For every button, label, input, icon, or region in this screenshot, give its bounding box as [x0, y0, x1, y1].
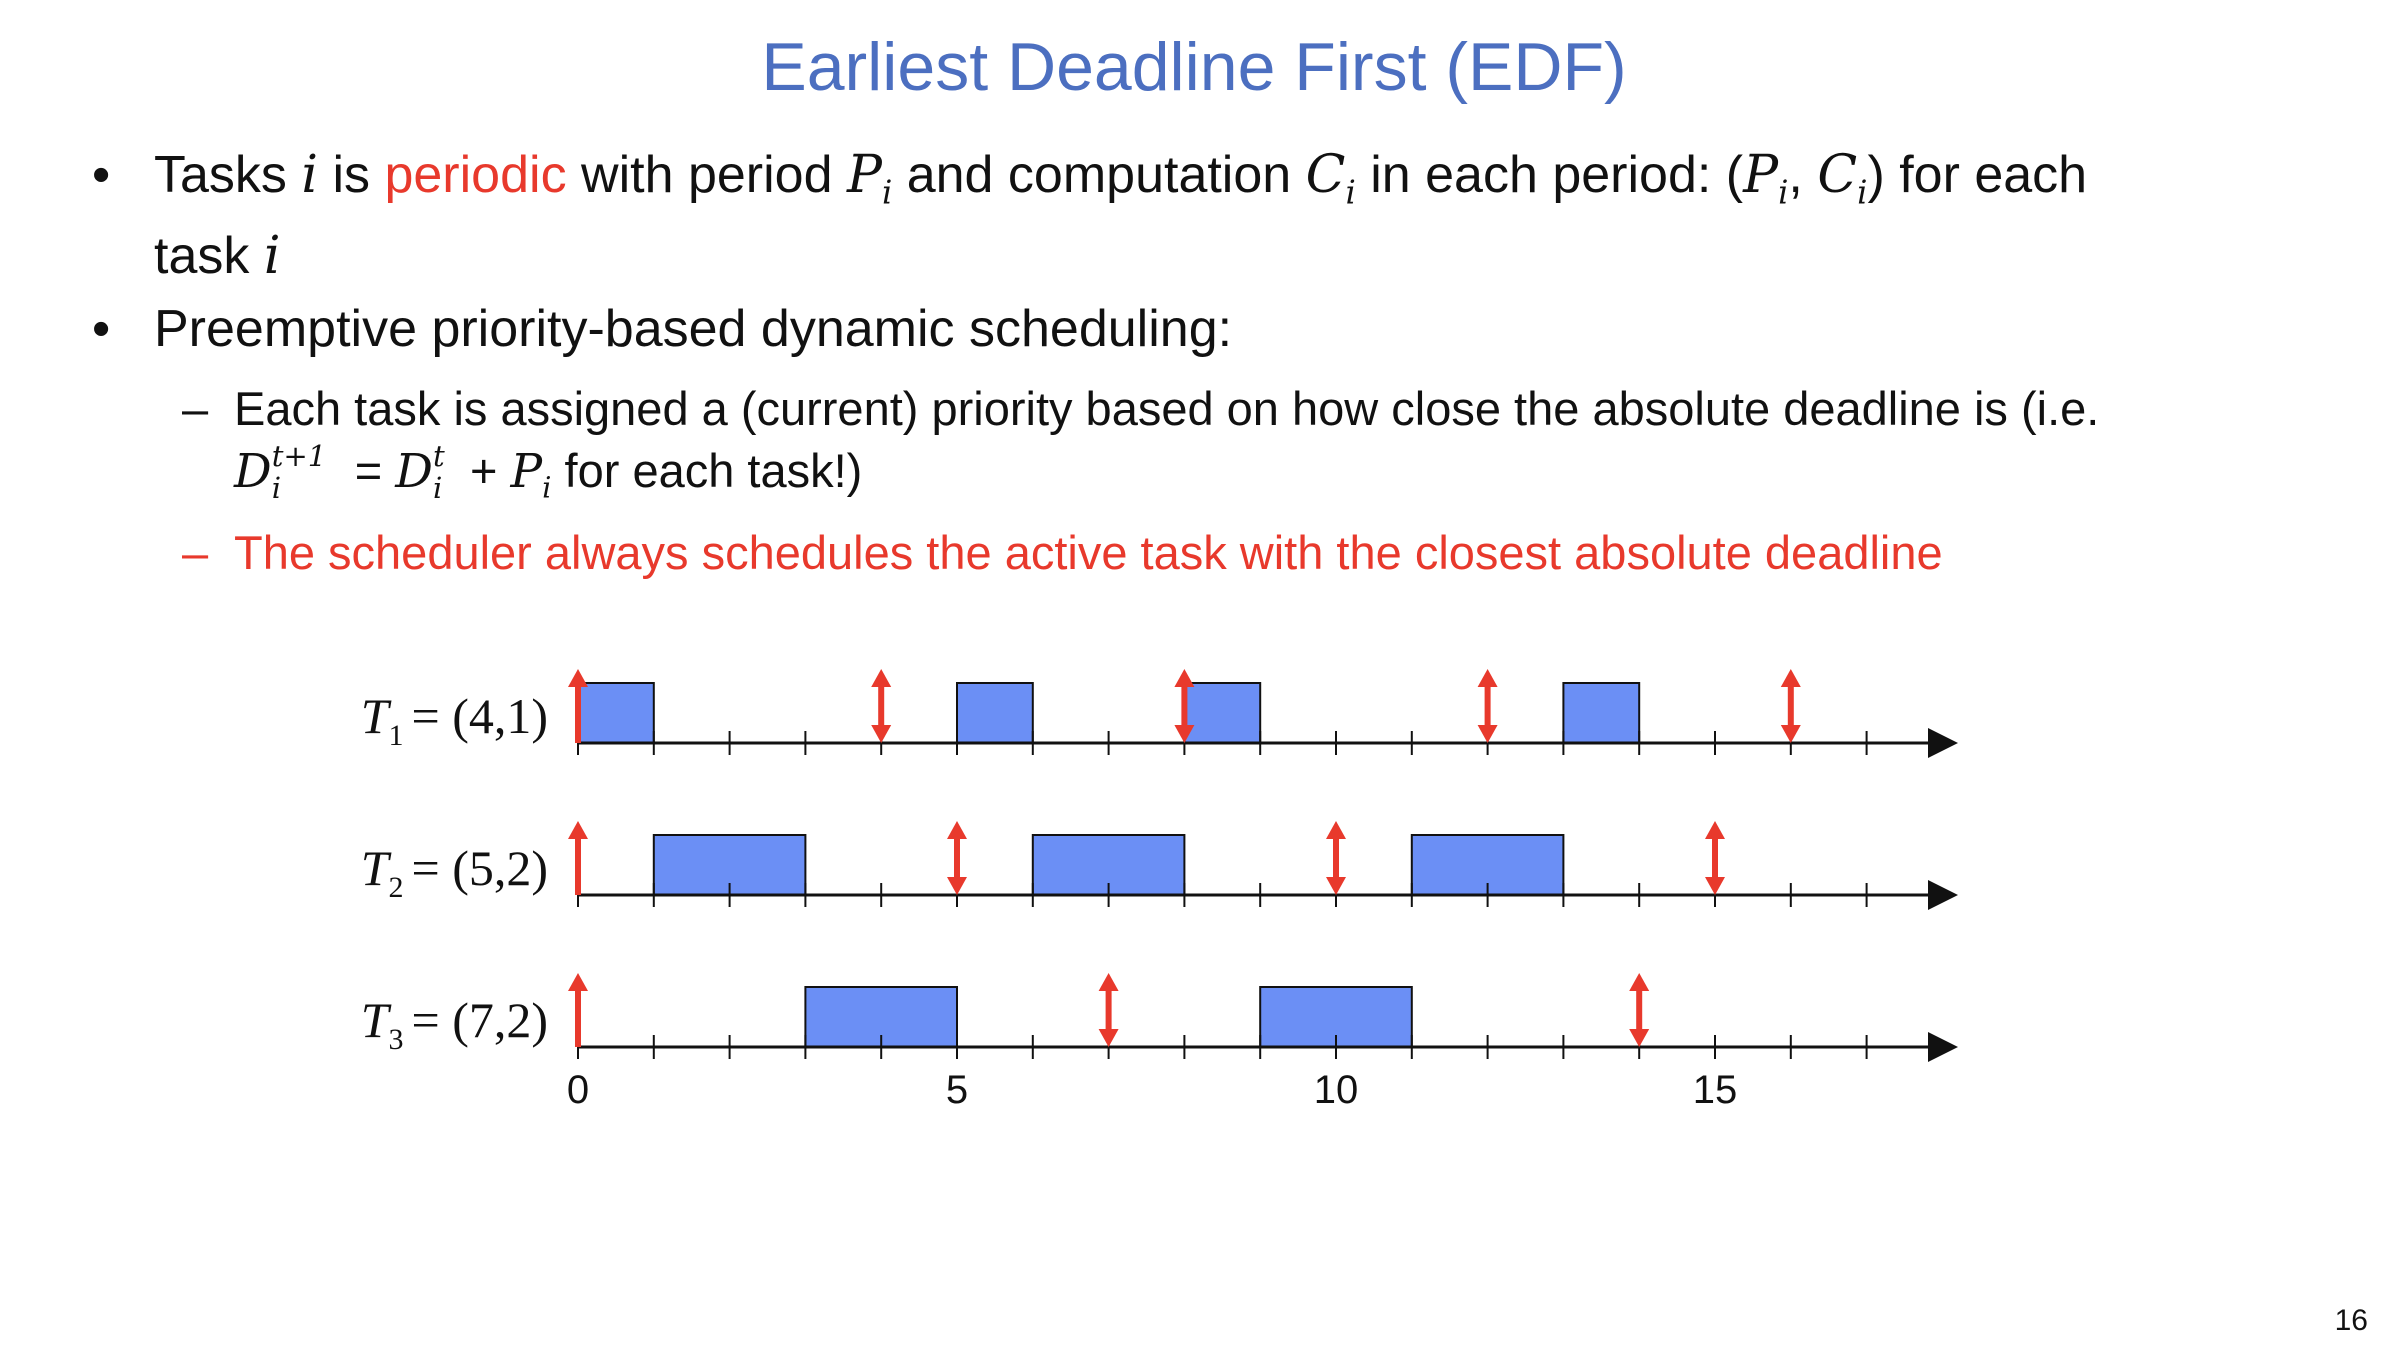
bullet-dot: • — [92, 146, 111, 204]
execution-bar — [956, 682, 1034, 744]
task-label: T3 = (7,2) — [361, 992, 548, 1056]
deadline-arrow-head-up — [1174, 669, 1195, 687]
release-arrow-head — [568, 821, 588, 839]
task-subscript: 1 — [389, 719, 404, 752]
task-params: = (7,2) — [412, 992, 549, 1048]
deadline-arrow-head-up — [1098, 973, 1119, 991]
deadline-arrow-head-up — [871, 669, 892, 687]
task-subscript: 2 — [389, 871, 404, 904]
page-number: 16 — [2334, 1304, 2368, 1337]
sub-bullet-text: The scheduler always schedules the activ… — [234, 526, 1943, 579]
deadline-arrow-head-up — [1326, 821, 1346, 839]
task-label: T1 = (4,1) — [361, 688, 548, 752]
task-name: T — [361, 688, 392, 744]
task-label: T2 = (5,2) — [361, 840, 548, 904]
x-tick-label: 5 — [946, 1068, 968, 1112]
deadline-arrow-head-down — [1098, 1029, 1119, 1047]
deadline-arrow-head-down — [1477, 725, 1498, 743]
task-name: T — [361, 840, 392, 896]
deadline-arrow-head-down — [1629, 1029, 1650, 1047]
x-tick-label: 10 — [1314, 1068, 1359, 1112]
execution-bar — [577, 682, 655, 744]
deadline-arrow-head-up — [1477, 669, 1498, 687]
sub-bullet-text: Each task is assigned a (current) priori… — [234, 382, 2100, 506]
periodic-highlight: periodic — [384, 146, 567, 204]
deadline-arrow-head-up — [1705, 821, 1725, 839]
deadline-arrow-head-down — [947, 877, 967, 895]
bullet-dot: • — [92, 300, 111, 358]
bullet-text: Tasks i is periodic with period Pi and c… — [154, 145, 2088, 287]
release-arrow-head — [568, 973, 588, 991]
bullet-text: Preemptive priority-based dynamic schedu… — [154, 300, 1233, 358]
execution-bar — [1183, 682, 1262, 744]
page-title: Earliest Deadline First (EDF) — [761, 29, 1627, 105]
task-subscript: 3 — [389, 1023, 404, 1056]
x-tick-label: 0 — [567, 1068, 589, 1112]
task-params: = (4,1) — [412, 688, 549, 744]
deadline-arrow-head-down — [871, 725, 892, 743]
task-name: T — [361, 992, 392, 1048]
task-params: = (5,2) — [412, 840, 549, 896]
x-tick-label: 15 — [1693, 1068, 1738, 1112]
deadline-arrow-head-down — [1780, 725, 1801, 743]
execution-bar — [1562, 682, 1641, 744]
release-arrow-head — [568, 669, 588, 687]
deadline-arrow-head-down — [1705, 877, 1725, 895]
deadline-arrow-head-up — [1780, 669, 1801, 687]
deadline-arrow-head-down — [1326, 877, 1346, 895]
deadline-arrow-head-down — [1174, 725, 1195, 743]
deadline-arrow-head-up — [1629, 973, 1650, 991]
deadline-arrow-head-up — [947, 821, 967, 839]
